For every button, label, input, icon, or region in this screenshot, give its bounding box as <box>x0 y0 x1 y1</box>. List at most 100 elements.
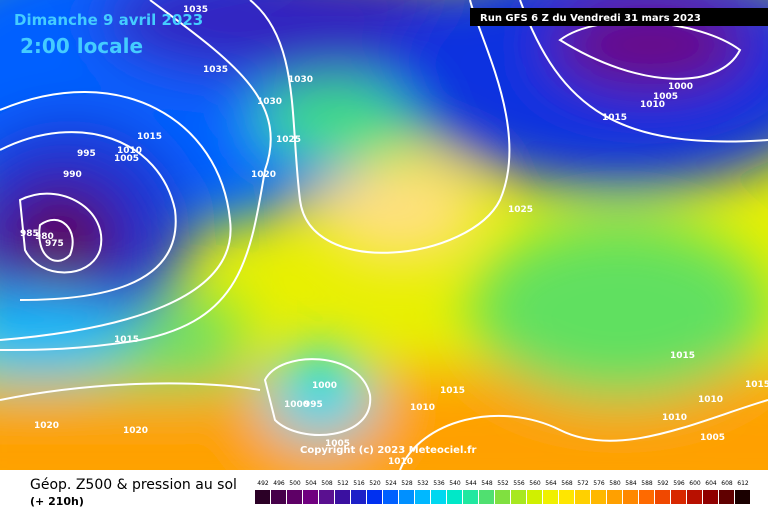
isobar-label: 1015 <box>745 380 768 390</box>
scale-label: 544 <box>465 480 477 487</box>
scale-label: 600 <box>689 480 701 487</box>
scale-label: 540 <box>449 480 461 487</box>
scale-swatch <box>591 490 606 504</box>
isobar-label: 1030 <box>257 97 282 107</box>
scale-swatch <box>431 490 446 504</box>
isobar-label: 1020 <box>251 170 276 180</box>
isobar-label: 1000 <box>668 82 693 92</box>
color-scale: 492 496 500 504 508 512 516 520 524 528 532 536 540 5… <box>255 480 750 504</box>
scale-swatch <box>255 490 270 504</box>
scale-label: 556 <box>513 480 525 487</box>
scale-swatch <box>335 490 350 504</box>
scale-label: 516 <box>353 480 365 487</box>
scale-label: 532 <box>417 480 429 487</box>
isobar-labels: 1035 1035 1030 1030 1015 1010 995 1005 1025 1020 9… <box>20 5 768 467</box>
copyright: Copyright (c) 2023 Meteociel.fr <box>300 445 477 456</box>
scale-swatch <box>671 490 686 504</box>
isobar-label: 995 <box>77 149 96 159</box>
scale-label: 500 <box>289 480 301 487</box>
isobar-label: 1015 <box>137 132 162 142</box>
legend-title: Géop. Z500 & pression au sol <box>30 477 237 493</box>
scale-swatch <box>719 490 734 504</box>
scale-swatch <box>639 490 654 504</box>
isobar-label: 1005 <box>114 154 139 164</box>
scale-swatch <box>511 490 526 504</box>
isobar-label: 1000 <box>284 400 309 410</box>
scale-swatch <box>351 490 366 504</box>
isobar-label: 975 <box>45 239 64 249</box>
scale-swatch <box>735 490 750 504</box>
isobar-label: 1005 <box>653 92 678 102</box>
scale-swatch <box>463 490 478 504</box>
scale-label: 580 <box>609 480 621 487</box>
scale-swatch <box>287 490 302 504</box>
scale-swatch <box>367 490 382 504</box>
scale-swatch <box>271 490 286 504</box>
isobar-label: 1015 <box>440 386 465 396</box>
scale-swatch <box>687 490 702 504</box>
scale-label: 576 <box>593 480 605 487</box>
scale-swatch <box>623 490 638 504</box>
scale-label: 512 <box>337 480 349 487</box>
legend-lead: (+ 210h) <box>30 495 84 508</box>
isobar-label: 1025 <box>276 135 301 145</box>
scale-label: 548 <box>481 480 493 487</box>
scale-swatch <box>479 490 494 504</box>
scale-label: 560 <box>529 480 541 487</box>
date: Dimanche 9 avril 2023 <box>14 11 203 29</box>
isobar-label: 995 <box>304 400 323 410</box>
scale-swatch <box>559 490 574 504</box>
scale-label: 552 <box>497 480 509 487</box>
scale-label: 524 <box>385 480 397 487</box>
scale-swatch <box>303 490 318 504</box>
scale-swatch <box>527 490 542 504</box>
scale-label: 608 <box>721 480 733 487</box>
scale-label: 536 <box>433 480 445 487</box>
scale-label: 504 <box>305 480 317 487</box>
scale-label: 584 <box>625 480 637 487</box>
isobar-label: 990 <box>63 170 82 180</box>
isobar-label: 1010 <box>388 457 413 467</box>
isobar-label: 1010 <box>117 146 142 156</box>
scale-swatch <box>703 490 718 504</box>
isobar-label: 1025 <box>508 205 533 215</box>
isobar-label: 985 <box>20 229 39 239</box>
scale-swatch <box>655 490 670 504</box>
isobar-label: 1010 <box>698 395 723 405</box>
scale-swatch <box>495 490 510 504</box>
scale-swatch <box>415 490 430 504</box>
scale-swatch <box>399 490 414 504</box>
scale-label: 592 <box>657 480 669 487</box>
isobar-label: 1035 <box>183 5 208 15</box>
scale-label: 508 <box>321 480 333 487</box>
isobar-label: 1020 <box>123 426 148 436</box>
scale-label: 520 <box>369 480 381 487</box>
time: 2:00 locale <box>20 34 143 58</box>
isobar-label: 1015 <box>670 351 695 361</box>
isobar-label: 1035 <box>203 65 228 75</box>
scale-label: 564 <box>545 480 557 487</box>
isobar-label: 1005 <box>325 439 350 449</box>
scale-label: 568 <box>561 480 573 487</box>
scale-label: 528 <box>401 480 413 487</box>
scale-swatch <box>319 490 334 504</box>
scale-label: 496 <box>273 480 285 487</box>
scale-label: 604 <box>705 480 717 487</box>
scale-label: 572 <box>577 480 589 487</box>
scale-swatch <box>383 490 398 504</box>
isobar-label: 1010 <box>662 413 687 423</box>
run-info: Run GFS 6 Z du Vendredi 31 mars 2023 <box>480 13 701 24</box>
scale-swatch <box>447 490 462 504</box>
scale-label: 492 <box>257 480 269 487</box>
isobar-label: 1010 <box>410 403 435 413</box>
isobar-label: 1010 <box>640 100 665 110</box>
isobar-label: 1020 <box>34 421 59 431</box>
scale-swatch <box>607 490 622 504</box>
isobar-label: 980 <box>35 232 54 242</box>
isobar-label: 1015 <box>114 335 139 345</box>
isobar-label: 1005 <box>700 433 725 443</box>
isobar-label: 1030 <box>288 75 313 85</box>
scale-label: 588 <box>641 480 653 487</box>
